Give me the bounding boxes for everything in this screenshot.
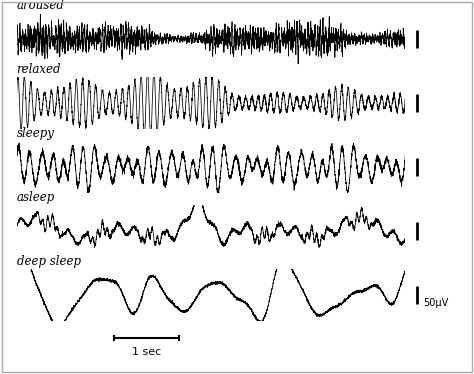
Text: sleepy: sleepy <box>17 127 55 140</box>
Text: deep sleep: deep sleep <box>17 255 81 268</box>
Text: relaxed: relaxed <box>17 63 61 76</box>
Text: 50μV: 50μV <box>423 298 448 307</box>
Text: asleep: asleep <box>17 191 55 204</box>
Text: aroused: aroused <box>17 0 64 12</box>
Text: 1 sec: 1 sec <box>131 347 161 357</box>
